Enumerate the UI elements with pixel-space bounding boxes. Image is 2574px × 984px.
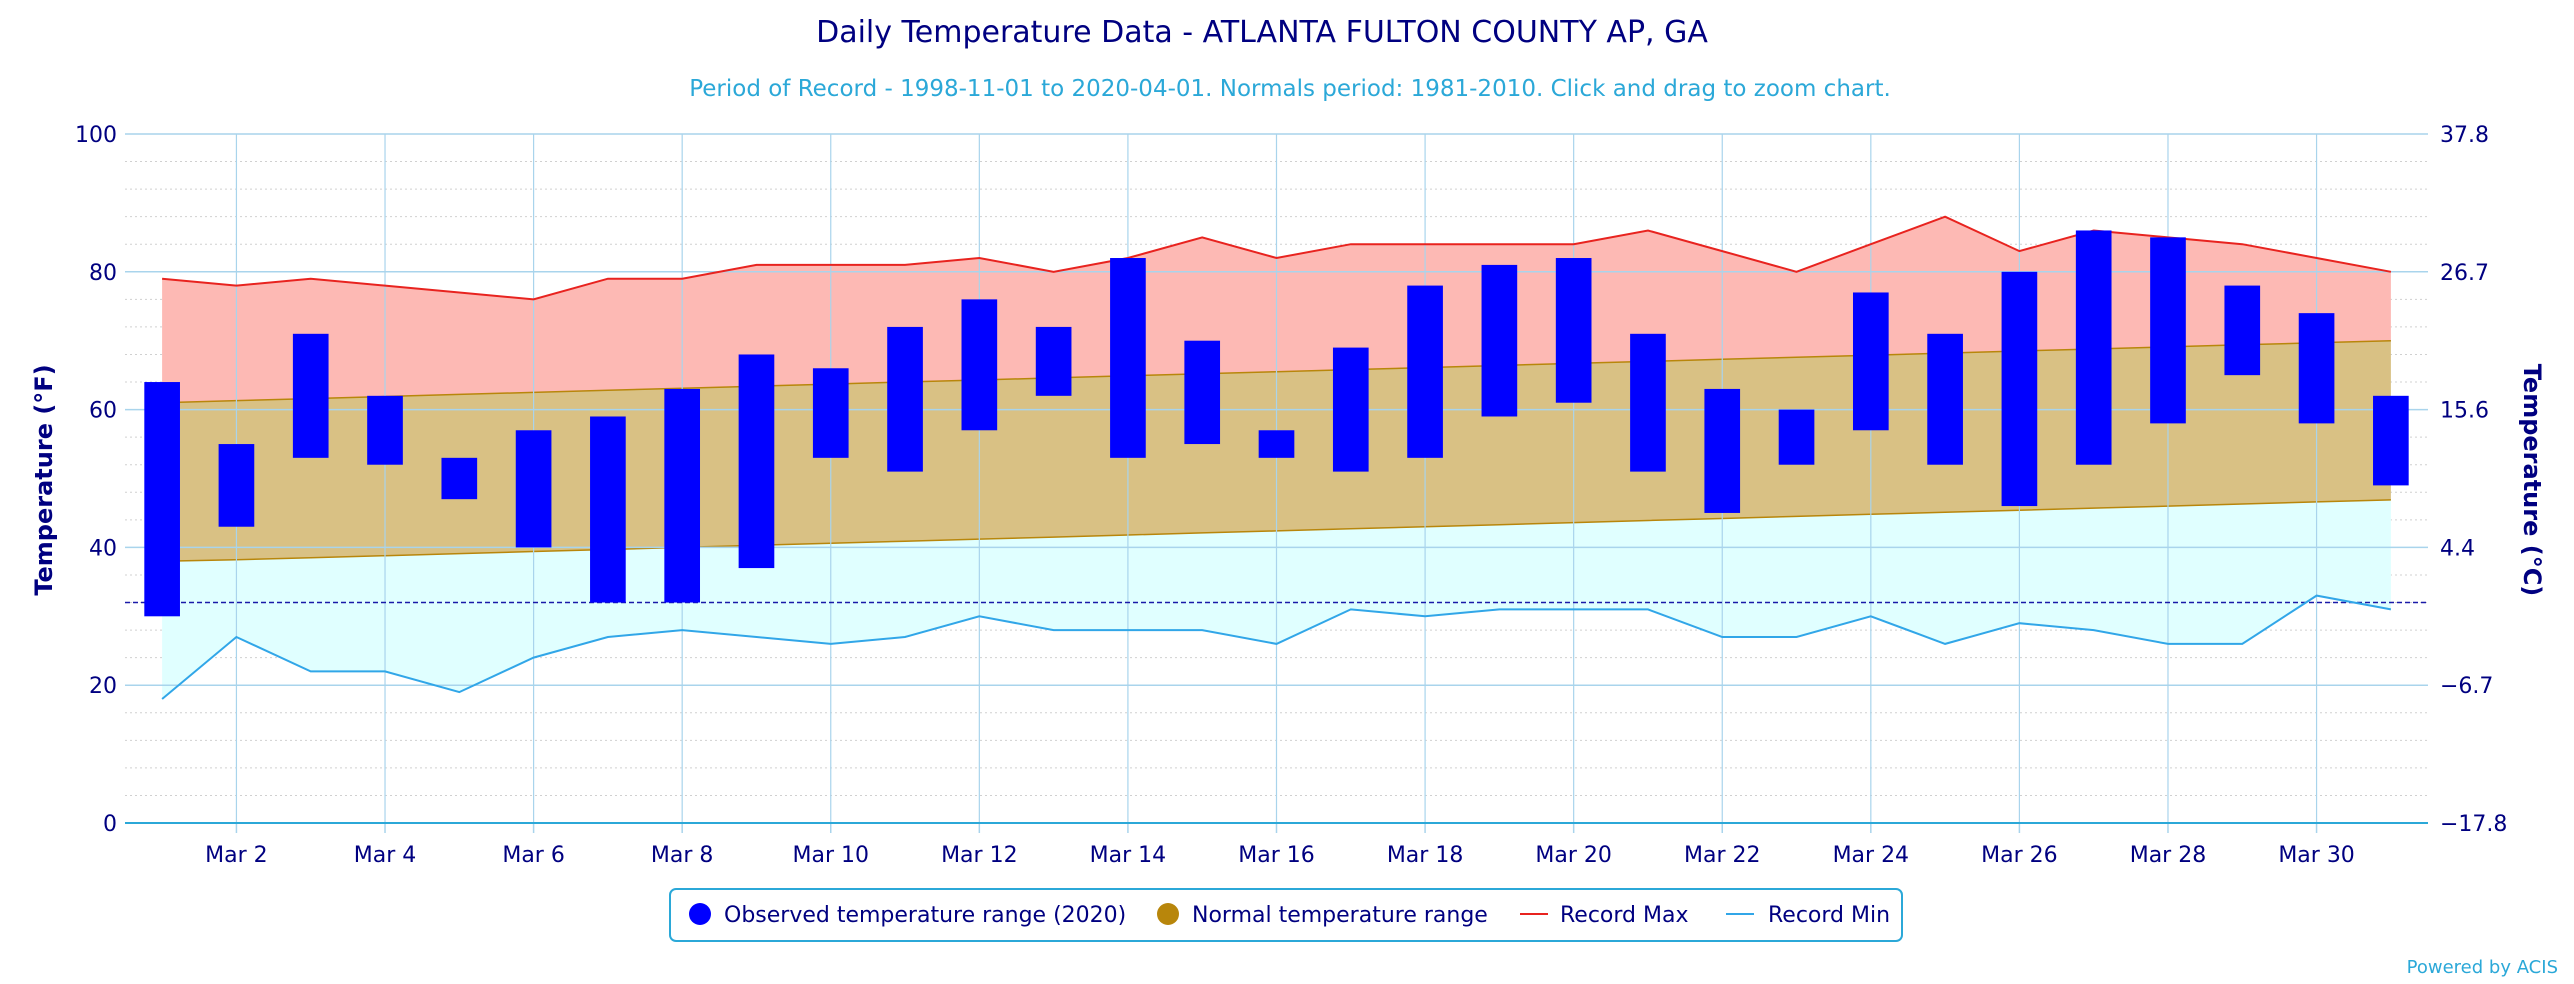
observed-range-bar xyxy=(1258,430,1295,458)
x-tick-label: Mar 26 xyxy=(1981,843,2058,868)
legend-item-record-max[interactable]: Record Max xyxy=(1520,903,1689,928)
y-tick-label-left: 0 xyxy=(103,812,117,837)
legend-box xyxy=(669,888,1903,942)
observed-range-bar xyxy=(1407,285,1443,458)
y-tick-label-right: −17.8 xyxy=(2440,812,2507,837)
legend-normal-label: Normal temperature range xyxy=(1192,903,1488,928)
observed-range-bar xyxy=(738,354,775,569)
y-tick-label-right: 26.7 xyxy=(2440,261,2489,286)
observed-range-bar xyxy=(441,457,478,500)
legend-observed-symbol xyxy=(689,903,711,925)
observed-range-bar xyxy=(367,395,403,465)
y-tick-label-right: 4.4 xyxy=(2440,536,2475,561)
observed-range-bar xyxy=(1927,333,1963,465)
observed-range-bar xyxy=(590,416,626,603)
legend-item-record-min[interactable]: Record Min xyxy=(1726,903,1890,928)
y-tick-label-left: 100 xyxy=(75,123,117,148)
observed-range-bar xyxy=(2224,285,2261,376)
observed-range-bar xyxy=(1630,333,1666,472)
observed-range-bar xyxy=(1852,292,1889,431)
observed-range-bar xyxy=(2298,313,2335,424)
x-tick-label: Mar 30 xyxy=(2278,843,2355,868)
y-tick-label-left: 20 xyxy=(89,674,117,699)
legend-item-observed[interactable]: Observed temperature range (2020) xyxy=(689,903,1126,928)
x-tick-label: Mar 8 xyxy=(651,843,714,868)
plot-area[interactable]: 0 −17.8 20 −6.7 40 4.4 60 15.6 80 26.7 100 37.8 Mar … xyxy=(75,123,2507,868)
y-axis-title-right: Temperature (°C) xyxy=(2518,364,2546,597)
x-tick-label: Mar 28 xyxy=(2130,843,2207,868)
x-tick-label: Mar 2 xyxy=(205,843,268,868)
chart-title: Daily Temperature Data - ATLANTA FULTON … xyxy=(816,15,1708,50)
observed-range-bar xyxy=(812,368,849,458)
legend-record-max-label: Record Max xyxy=(1560,903,1689,928)
chart-subtitle: Period of Record - 1998-11-01 to 2020-04… xyxy=(689,76,1891,102)
observed-range-bar xyxy=(218,444,255,527)
legend-normal-symbol xyxy=(1157,903,1179,925)
observed-range-bar xyxy=(144,382,180,617)
x-tick-label: Mar 22 xyxy=(1684,843,1761,868)
observed-range-bar xyxy=(1704,388,1741,513)
x-tick-label: Mar 16 xyxy=(1238,843,1315,868)
x-tick-label: Mar 24 xyxy=(1833,843,1910,868)
y-tick-label-right: 37.8 xyxy=(2440,123,2489,148)
y-tick-label-left: 80 xyxy=(89,261,117,286)
observed-range-bar xyxy=(961,299,998,431)
observed-range-bar xyxy=(664,388,701,603)
observed-range-bar xyxy=(2150,237,2186,424)
legend-observed-label: Observed temperature range (2020) xyxy=(724,903,1126,928)
observed-range-bar xyxy=(1555,258,1592,403)
x-tick-label: Mar 20 xyxy=(1535,843,1612,868)
observed-range-bar xyxy=(515,430,552,548)
legend-record-min-label: Record Min xyxy=(1768,903,1890,928)
observed-range-bar xyxy=(1332,347,1369,472)
y-tick-label-left: 40 xyxy=(89,536,117,561)
y-tick-label-right: −6.7 xyxy=(2440,674,2493,699)
observed-range-bar xyxy=(887,326,923,472)
x-tick-label: Mar 14 xyxy=(1090,843,1167,868)
observed-range-bar xyxy=(1110,258,1146,458)
observed-range-bar xyxy=(1035,326,1072,396)
observed-range-bar xyxy=(2373,395,2409,486)
observed-range-bar xyxy=(292,333,329,458)
powered-by-credit[interactable]: Powered by ACIS xyxy=(2407,957,2558,978)
y-tick-label-right: 15.6 xyxy=(2440,399,2489,424)
x-tick-label: Mar 6 xyxy=(502,843,565,868)
observed-range-bar xyxy=(1481,264,1518,417)
legend[interactable]: Observed temperature range (2020) Normal… xyxy=(669,888,1903,942)
x-tick-label: Mar 10 xyxy=(793,843,870,868)
record-min-line xyxy=(161,594,2392,700)
observed-range-bar xyxy=(2001,271,2038,507)
observed-range-bar xyxy=(1184,340,1221,445)
y-tick-label-left: 60 xyxy=(89,399,117,424)
y-axis-title-left: Temperature (°F) xyxy=(30,364,58,595)
x-tick-label: Mar 4 xyxy=(354,843,417,868)
x-tick-label: Mar 12 xyxy=(941,843,1018,868)
legend-item-normal[interactable]: Normal temperature range xyxy=(1157,903,1488,928)
x-tick-label: Mar 18 xyxy=(1387,843,1464,868)
observed-range-bar xyxy=(2075,230,2112,465)
record-max-line xyxy=(162,215,2392,301)
observed-range-bar xyxy=(1778,409,1815,465)
